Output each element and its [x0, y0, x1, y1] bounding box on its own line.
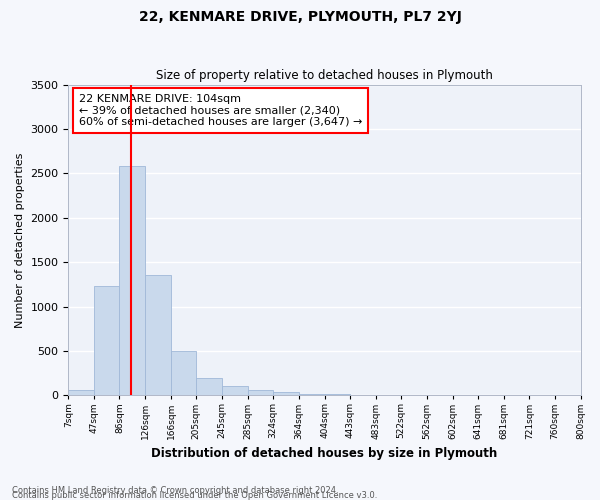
Text: Contains public sector information licensed under the Open Government Licence v3: Contains public sector information licen… [12, 491, 377, 500]
Bar [325, 394, 350, 396]
Bar [299, 394, 325, 396]
Bar [94, 286, 119, 396]
Bar [196, 378, 222, 396]
Bar [273, 392, 299, 396]
Bar [145, 276, 171, 396]
Y-axis label: Number of detached properties: Number of detached properties [15, 152, 25, 328]
Bar [171, 351, 196, 396]
Text: Contains HM Land Registry data © Crown copyright and database right 2024.: Contains HM Land Registry data © Crown c… [12, 486, 338, 495]
Bar [248, 390, 273, 396]
Bar [222, 386, 248, 396]
Bar [119, 166, 145, 396]
Text: 22, KENMARE DRIVE, PLYMOUTH, PL7 2YJ: 22, KENMARE DRIVE, PLYMOUTH, PL7 2YJ [139, 10, 461, 24]
Bar [68, 390, 94, 396]
Text: 22 KENMARE DRIVE: 104sqm
← 39% of detached houses are smaller (2,340)
60% of sem: 22 KENMARE DRIVE: 104sqm ← 39% of detach… [79, 94, 362, 127]
X-axis label: Distribution of detached houses by size in Plymouth: Distribution of detached houses by size … [151, 447, 497, 460]
Title: Size of property relative to detached houses in Plymouth: Size of property relative to detached ho… [156, 69, 493, 82]
